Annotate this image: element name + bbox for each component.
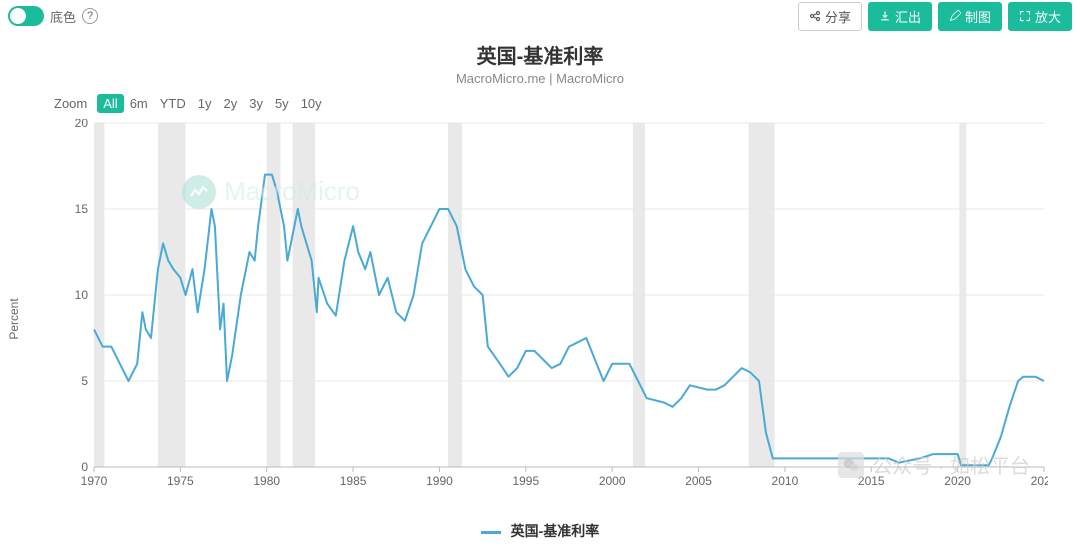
- zoom-btn-3y[interactable]: 3y: [243, 94, 269, 113]
- wechat-icon: [838, 452, 864, 478]
- zoom-button[interactable]: 放大: [1008, 2, 1072, 31]
- expand-icon: [1019, 10, 1031, 22]
- bg-toggle[interactable]: [8, 6, 44, 26]
- zoom-label: 放大: [1035, 7, 1061, 26]
- legend: 英国-基准利率: [0, 521, 1080, 541]
- wechat-watermark-text: 公众号 · 如松平台: [872, 450, 1030, 479]
- plot: 0 5 10 15 20 1970 1975 1980 1985 1990 1995 2000 2005…: [64, 119, 1048, 489]
- svg-text:2010: 2010: [772, 474, 799, 488]
- share-icon: [809, 10, 821, 22]
- zoom-btn-6m[interactable]: 6m: [124, 94, 154, 113]
- svg-text:20: 20: [75, 119, 89, 130]
- svg-text:1980: 1980: [253, 474, 280, 488]
- share-button[interactable]: 分享: [798, 2, 862, 31]
- zoom-row: Zoom All6mYTD1y2y3y5y10y: [0, 86, 1080, 111]
- svg-text:15: 15: [75, 202, 89, 216]
- watermark-text: MacroMicro: [224, 176, 360, 207]
- topbar: 底色 ? 分享 汇出 制图 放大: [0, 0, 1080, 32]
- svg-text:5: 5: [81, 374, 88, 388]
- svg-text:1995: 1995: [512, 474, 539, 488]
- watermark-logo-icon: [182, 175, 216, 209]
- share-label: 分享: [825, 7, 851, 26]
- left-controls: 底色 ?: [8, 6, 98, 26]
- zoom-btn-2y[interactable]: 2y: [217, 94, 243, 113]
- export-button[interactable]: 汇出: [868, 2, 932, 31]
- svg-text:2025: 2025: [1031, 474, 1048, 488]
- svg-text:10: 10: [75, 288, 89, 302]
- draw-label: 制图: [965, 7, 991, 26]
- chart-area: Percent 05101520197019751980198519901995…: [20, 119, 1060, 519]
- svg-text:1990: 1990: [426, 474, 453, 488]
- zoom-btn-ytd[interactable]: YTD: [154, 94, 192, 113]
- svg-text:2000: 2000: [599, 474, 626, 488]
- help-icon[interactable]: ?: [82, 8, 98, 24]
- right-buttons: 分享 汇出 制图 放大: [798, 2, 1072, 31]
- y-axis-label: Percent: [7, 298, 21, 339]
- chart-subtitle: MacroMicro.me | MacroMicro: [0, 71, 1080, 86]
- download-icon: [879, 10, 891, 22]
- svg-text:1985: 1985: [340, 474, 367, 488]
- macromicro-watermark: MacroMicro: [182, 175, 360, 209]
- svg-text:2005: 2005: [685, 474, 712, 488]
- legend-label: 英国-基准利率: [511, 523, 600, 539]
- zoom-btn-10y[interactable]: 10y: [295, 94, 328, 113]
- bg-toggle-label: 底色: [50, 7, 76, 26]
- svg-text:1975: 1975: [167, 474, 194, 488]
- svg-text:0: 0: [81, 460, 88, 474]
- chart-title: 英国-基准利率: [0, 40, 1080, 69]
- svg-text:1970: 1970: [81, 474, 108, 488]
- zoom-btn-5y[interactable]: 5y: [269, 94, 295, 113]
- export-label: 汇出: [895, 7, 921, 26]
- legend-line-icon: [481, 531, 501, 534]
- zoom-btn-1y[interactable]: 1y: [192, 94, 218, 113]
- wechat-watermark: 公众号 · 如松平台: [838, 450, 1030, 479]
- pencil-icon: [949, 10, 961, 22]
- zoom-btn-all[interactable]: All: [97, 94, 123, 113]
- draw-button[interactable]: 制图: [938, 2, 1002, 31]
- zoom-row-label: Zoom: [54, 96, 87, 111]
